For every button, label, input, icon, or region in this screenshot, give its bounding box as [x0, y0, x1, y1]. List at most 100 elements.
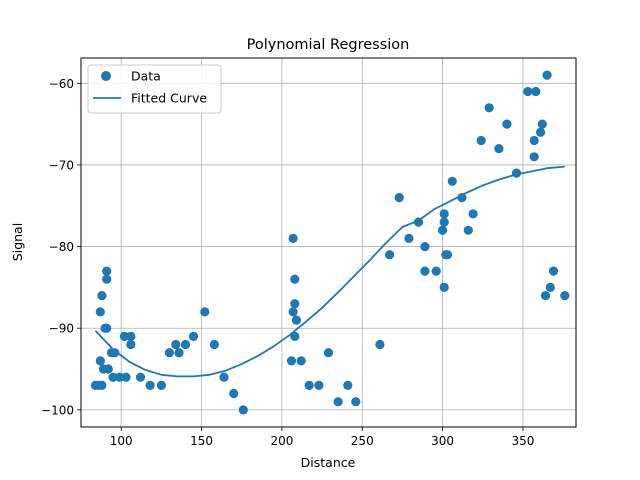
data-point — [219, 372, 229, 382]
data-point — [95, 307, 105, 317]
data-point — [288, 307, 298, 317]
data-point — [351, 397, 361, 407]
data-point — [290, 274, 300, 284]
data-point — [540, 291, 551, 301]
data-point — [343, 380, 353, 390]
data-point — [296, 356, 306, 366]
data-point — [286, 356, 297, 366]
data-point — [97, 380, 107, 390]
data-point — [463, 225, 473, 235]
data-point — [304, 380, 314, 390]
x-tick-label: 300 — [431, 434, 454, 448]
data-point — [121, 372, 131, 382]
data-point — [333, 397, 343, 407]
data-point — [288, 233, 298, 243]
data-point — [171, 339, 181, 350]
axis-ticks: 100 150 200 250 300 350 −100 −90 −80 −70 −60 — [41, 77, 534, 448]
data-point — [545, 282, 555, 292]
data-point — [542, 70, 552, 80]
data-point — [438, 225, 448, 235]
data-point — [108, 372, 118, 382]
legend-data-label: Data — [131, 69, 161, 84]
data-point — [439, 282, 449, 292]
data-point — [164, 348, 174, 358]
fitted-curve-line — [94, 165, 565, 378]
legend-data-marker — [101, 71, 111, 81]
data-point — [95, 356, 105, 366]
data-point — [484, 103, 494, 113]
legend-box — [87, 64, 222, 114]
data-point — [442, 250, 452, 260]
data-point — [126, 331, 136, 341]
y-tick-label: −70 — [49, 158, 74, 172]
data-point — [229, 388, 239, 399]
data-point — [394, 193, 404, 203]
data-point — [135, 372, 146, 382]
data-point — [102, 274, 112, 284]
data-point — [447, 176, 457, 186]
data-point — [314, 380, 324, 390]
chart-title: Polynomial Regression — [247, 37, 410, 53]
data-point — [375, 339, 385, 350]
data-point — [174, 348, 184, 358]
data-point — [523, 86, 533, 97]
data-point — [476, 135, 486, 146]
data-point — [404, 233, 414, 243]
data-point — [102, 266, 112, 276]
y-tick-label: −60 — [49, 77, 74, 91]
data-point — [420, 266, 430, 276]
y-tick-label: −90 — [49, 322, 74, 336]
x-tick-label: 200 — [270, 434, 293, 448]
data-point — [537, 119, 547, 129]
data-point — [110, 348, 120, 358]
data-point — [439, 217, 449, 227]
data-point — [531, 86, 541, 97]
data-point — [536, 127, 546, 137]
data-point — [529, 152, 539, 162]
data-points-layer — [90, 70, 570, 415]
data-point — [145, 380, 155, 390]
x-axis-label: Distance — [301, 455, 356, 470]
plot-frame — [80, 57, 577, 428]
data-point — [494, 144, 504, 154]
data-point — [115, 372, 125, 382]
data-point — [209, 339, 219, 350]
y-axis-label: Signal — [10, 223, 25, 261]
data-point — [103, 364, 113, 374]
data-point — [200, 307, 210, 317]
data-point — [290, 299, 300, 309]
data-point — [385, 250, 395, 260]
data-point — [156, 380, 166, 390]
y-tick-label: −80 — [49, 240, 74, 254]
data-point — [97, 291, 107, 301]
data-point — [560, 291, 570, 301]
data-point — [188, 331, 199, 341]
data-point — [502, 119, 512, 129]
data-point — [119, 331, 129, 341]
data-point — [323, 348, 334, 358]
x-tick-label: 100 — [110, 434, 133, 448]
legend: Data Fitted Curve — [87, 64, 222, 114]
x-tick-label: 350 — [512, 434, 535, 448]
data-point — [291, 315, 301, 325]
data-point — [420, 242, 430, 252]
data-point — [290, 331, 300, 341]
data-point — [126, 339, 136, 350]
data-point — [511, 168, 522, 178]
data-point — [548, 266, 559, 276]
data-point — [529, 135, 539, 146]
data-point — [102, 323, 112, 333]
data-point — [238, 405, 248, 415]
data-point — [468, 209, 478, 219]
y-tick-label: −100 — [41, 403, 74, 417]
data-point — [439, 209, 449, 219]
data-point — [180, 339, 191, 350]
data-point — [457, 193, 467, 203]
grid — [81, 58, 576, 427]
x-tick-label: 250 — [351, 434, 374, 448]
data-point — [431, 266, 441, 276]
fitted-curve-layer — [94, 165, 565, 378]
data-point — [413, 217, 424, 227]
legend-curve-label: Fitted Curve — [131, 91, 207, 106]
